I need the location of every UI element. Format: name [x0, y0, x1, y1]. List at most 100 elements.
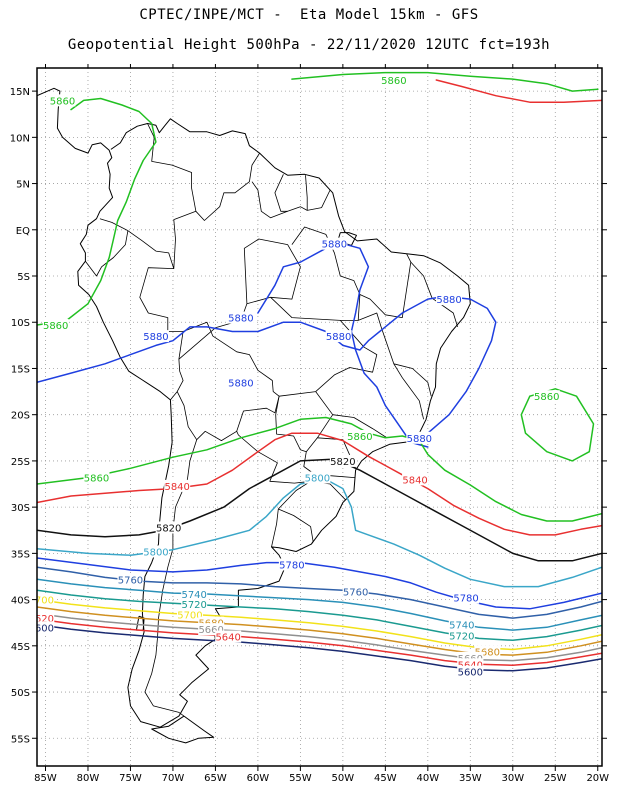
contour-label-bg	[181, 588, 208, 601]
contour-label: 5760	[118, 575, 143, 586]
contour-line-5720	[37, 589, 602, 642]
contour-label-bg	[42, 319, 69, 332]
contour-label: 5620	[29, 614, 54, 625]
contour-line-5860	[291, 71, 599, 92]
y-tick-label: EQ	[16, 226, 30, 237]
x-tick-label: 40W	[417, 773, 440, 784]
contour-line-5860	[37, 416, 421, 485]
contour-line-5860	[37, 97, 157, 326]
contour-label: 5720	[181, 600, 206, 611]
contour-label: 5860	[347, 432, 372, 443]
contour-label-bg	[380, 74, 407, 87]
contour-line-5780	[37, 557, 602, 610]
contour-line-5880	[37, 295, 497, 439]
contour-label-bg	[37, 593, 55, 606]
contour-label-bg	[448, 629, 475, 642]
political-border	[393, 363, 424, 420]
contour-label: 5760	[343, 587, 368, 598]
x-tick-label: 45W	[374, 773, 397, 784]
contour-label-bg	[37, 621, 55, 634]
contour-line-5680	[37, 606, 602, 656]
y-tick-label: 15S	[11, 364, 30, 375]
x-tick-label: 70W	[162, 773, 185, 784]
contour-label-bg	[215, 630, 242, 643]
contour-label-bg	[83, 471, 110, 484]
contour-label: 5880	[407, 434, 432, 445]
contour-label-bg	[402, 473, 429, 486]
contour-labels: 5880 5880 5880 5880 5880 5880 5880 5860 5860 5860…	[29, 74, 560, 679]
contour-label: 5600	[458, 668, 483, 679]
contour-label-bg	[304, 471, 331, 484]
contour-line-5640	[37, 618, 602, 666]
contour-label: 5880	[322, 240, 347, 251]
contour-label: 5780	[453, 594, 478, 605]
political-border	[243, 238, 301, 304]
contour-label-bg	[227, 376, 254, 389]
contour-label-bg	[142, 330, 169, 343]
contour-label: 5680	[475, 647, 500, 658]
y-tick-label: 5N	[16, 180, 30, 191]
contour-label: 5880	[436, 295, 461, 306]
political-border	[359, 253, 412, 318]
contour-label-bg	[342, 585, 369, 598]
x-tick-label: 25W	[544, 773, 567, 784]
contour-label: 5740	[449, 621, 474, 632]
contour-line-5840	[435, 79, 602, 103]
contour-label-bg	[181, 598, 208, 611]
x-tick-label: 50W	[332, 773, 355, 784]
contour-label: 5880	[326, 332, 351, 343]
contour-label-bg	[346, 429, 373, 442]
contour-label: 5700	[29, 596, 54, 607]
y-tick-label: 25S	[11, 457, 30, 468]
axis-ticks: 85W 80W 75W 70W 65W 60W 55W 50W 45W 40W 35W 30W 25W 2…	[10, 64, 609, 784]
contour-line-5620	[37, 623, 602, 672]
contour-label: 5860	[534, 392, 559, 403]
contour-label: 5860	[43, 321, 68, 332]
contour-label-bg	[406, 431, 433, 444]
contour-label-bg	[155, 521, 182, 534]
contour-line-5860	[520, 388, 595, 462]
x-tick-label: 55W	[289, 773, 312, 784]
political-border	[139, 210, 197, 401]
x-tick-label: 80W	[77, 773, 100, 784]
y-tick-label: 20S	[11, 411, 30, 422]
y-tick-label: 55S	[11, 734, 30, 745]
contour-label: 5860	[84, 474, 109, 485]
contour-line-5880	[257, 242, 429, 448]
x-tick-label: 85W	[34, 773, 57, 784]
contour-label-bg	[448, 618, 475, 631]
y-tick-label: 15N	[10, 87, 30, 98]
y-tick-label: 35S	[11, 549, 30, 560]
contour-label: 5720	[449, 632, 474, 643]
contour-label: 5800	[305, 474, 330, 485]
contour-label: 5840	[164, 482, 189, 493]
contour-label: 5700	[177, 610, 202, 621]
political-border	[99, 218, 175, 269]
contour-label: 5860	[50, 96, 75, 107]
contour-label-bg	[436, 293, 463, 306]
contour-label: 5820	[330, 457, 355, 468]
grid-lines	[37, 68, 602, 766]
height-contours	[37, 71, 602, 672]
y-tick-label: 30S	[11, 503, 30, 514]
y-tick-label: 10N	[10, 133, 30, 144]
contour-line-5800	[37, 478, 602, 588]
coastline	[151, 715, 215, 744]
political-border	[315, 391, 388, 439]
contour-label-bg	[117, 573, 144, 586]
contour-label-bg	[453, 591, 480, 604]
political-border	[305, 175, 308, 211]
contour-line-5740	[37, 578, 602, 631]
y-tick-label: 10S	[11, 318, 30, 329]
x-tick-label: 35W	[459, 773, 482, 784]
contour-label-bg	[37, 612, 55, 625]
x-tick-label: 65W	[204, 773, 227, 784]
y-tick-label: 40S	[11, 596, 30, 607]
contour-label: 5880	[228, 378, 253, 389]
contour-label: 5880	[228, 314, 253, 325]
contour-label: 5840	[402, 475, 427, 486]
contour-line-5840	[37, 432, 602, 536]
contour-label: 5780	[279, 560, 304, 571]
political-border	[144, 439, 198, 717]
contour-line-5700	[37, 598, 602, 651]
